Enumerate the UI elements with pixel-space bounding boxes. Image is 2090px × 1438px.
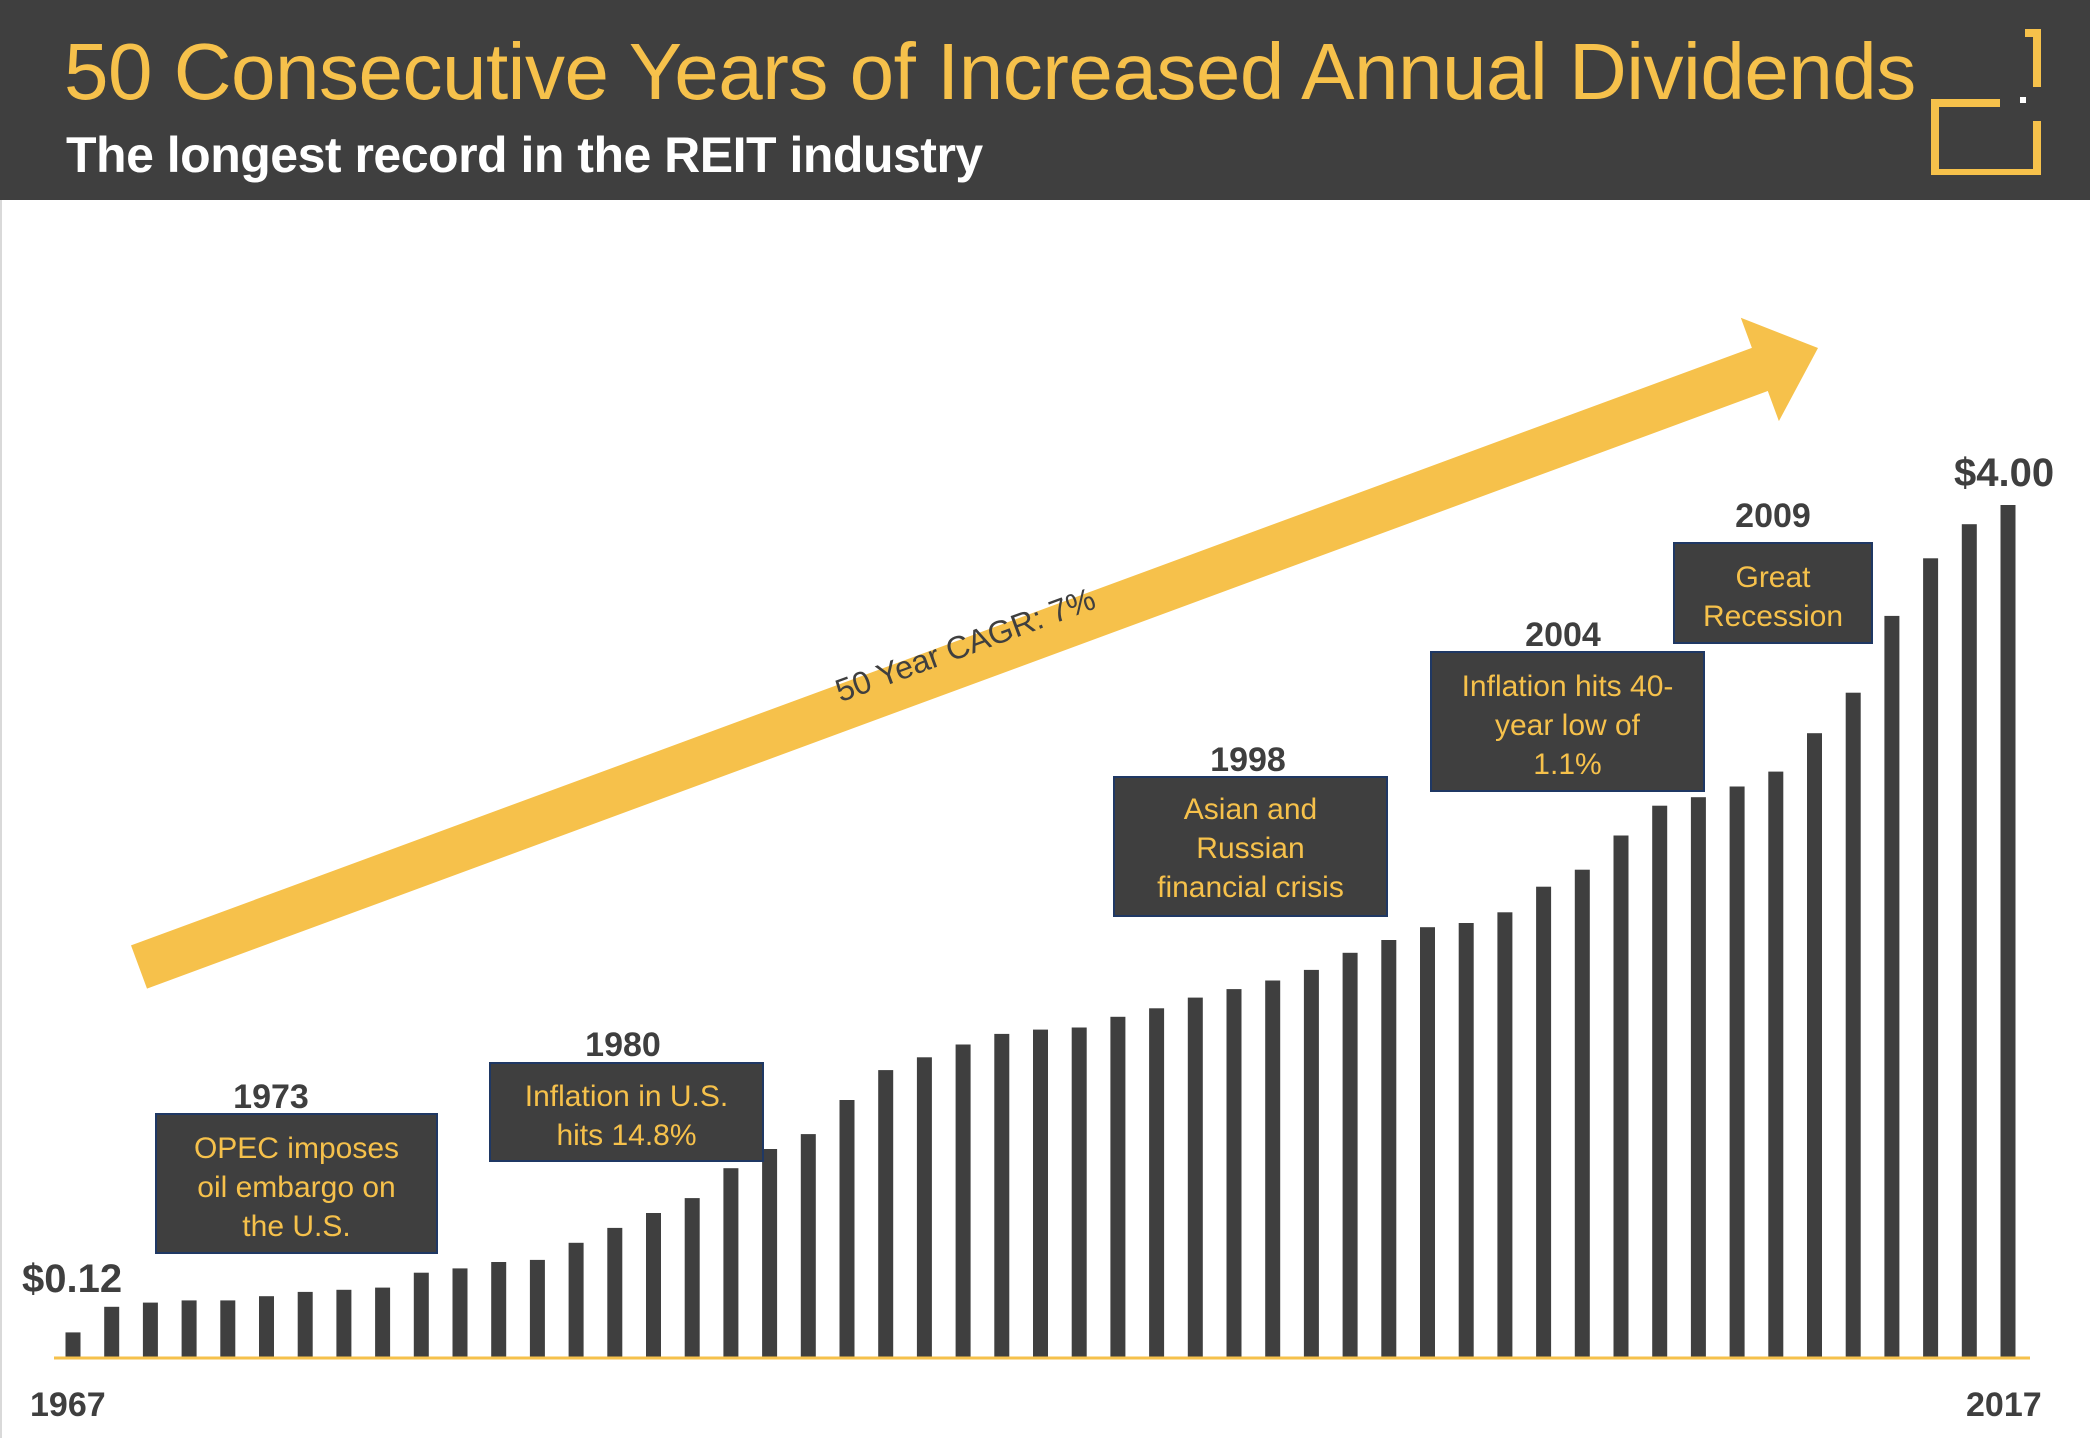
annotation-1998: 1998 Asian and Russian financial crisis bbox=[1113, 741, 1388, 917]
start-year-label: 1967 bbox=[30, 1386, 106, 1424]
bar-1992 bbox=[1033, 1029, 1048, 1358]
bar-1983 bbox=[684, 1198, 700, 1358]
bar-1982 bbox=[646, 1213, 661, 1358]
bar-2017 bbox=[2000, 505, 2016, 1358]
bar-2005 bbox=[1536, 886, 1552, 1358]
bar-2011 bbox=[1768, 771, 1784, 1358]
annotation-text-line: Great bbox=[1735, 561, 1811, 594]
bar-1977 bbox=[452, 1268, 468, 1358]
bar-1985 bbox=[762, 1149, 778, 1358]
annotation-box bbox=[489, 1062, 764, 1162]
bar-1979 bbox=[529, 1259, 545, 1358]
annotation-text-line: Asian and bbox=[1184, 793, 1317, 826]
bar-2004 bbox=[1497, 912, 1513, 1358]
bracket-logo-icon bbox=[1931, 29, 2041, 175]
annotation-year: 1973 bbox=[233, 1078, 309, 1116]
bar-2008 bbox=[1652, 805, 1668, 1358]
bar-1978 bbox=[491, 1262, 507, 1358]
bar-2013 bbox=[1845, 692, 1861, 1358]
annotation-2004: 2004 Inflation hits 40- year low of 1.1% bbox=[1430, 616, 1705, 792]
bar-1973 bbox=[297, 1291, 313, 1358]
bar-2003 bbox=[1458, 923, 1474, 1358]
bar-1988 bbox=[878, 1070, 894, 1358]
annotation-2009: 2009 Great Recession bbox=[1673, 497, 1873, 644]
bar-1995 bbox=[1149, 1008, 1165, 1358]
annotation-text-line: the U.S. bbox=[242, 1210, 350, 1243]
bar-1991 bbox=[994, 1033, 1010, 1358]
bar-1971 bbox=[220, 1300, 236, 1358]
bar-2007 bbox=[1613, 835, 1629, 1358]
annotation-text-line: Russian bbox=[1196, 832, 1304, 865]
annotation-text-line: hits 14.8% bbox=[556, 1119, 696, 1152]
bar-1970 bbox=[181, 1300, 197, 1358]
annotation-text-line: Inflation hits 40- bbox=[1462, 670, 1674, 703]
bar-1972 bbox=[259, 1296, 274, 1358]
bar-2006 bbox=[1574, 869, 1590, 1358]
bar-2001 bbox=[1381, 940, 1397, 1358]
bar-1994 bbox=[1110, 1016, 1126, 1358]
start-value-label: $0.12 bbox=[22, 1257, 122, 1301]
annotation-year: 1998 bbox=[1210, 741, 1286, 779]
bar-2002 bbox=[1420, 927, 1435, 1358]
bar-1975 bbox=[375, 1287, 391, 1358]
cagr-trend-arrow bbox=[131, 317, 1818, 989]
annotation-text-line: OPEC imposes bbox=[194, 1132, 399, 1165]
bar-2015 bbox=[1923, 558, 1939, 1358]
annotation-1973: 1973 OPEC imposes oil embargo on the U.S. bbox=[155, 1078, 438, 1254]
bar-2009 bbox=[1690, 797, 1706, 1358]
bar-1986 bbox=[800, 1134, 816, 1358]
bar-1993 bbox=[1071, 1027, 1087, 1358]
bar-2014 bbox=[1884, 615, 1900, 1358]
bar-1980 bbox=[568, 1242, 584, 1358]
header-bar: 50 Consecutive Years of Increased Annual… bbox=[0, 0, 2090, 200]
bar-1999 bbox=[1303, 969, 1319, 1358]
annotation-year: 2009 bbox=[1735, 497, 1811, 535]
bar-1967 bbox=[65, 1332, 81, 1358]
bar-1990 bbox=[955, 1044, 971, 1358]
annotation-box bbox=[1113, 776, 1388, 917]
bar-1987 bbox=[839, 1100, 855, 1358]
annotation-text-line: financial crisis bbox=[1157, 871, 1344, 904]
annotation-text-line: oil embargo on bbox=[197, 1171, 395, 1204]
annotation-box bbox=[155, 1113, 438, 1254]
bar-1996 bbox=[1187, 997, 1203, 1358]
annotation-year: 2004 bbox=[1525, 616, 1601, 654]
annotation-text-line: year low of bbox=[1495, 709, 1641, 742]
chart-area bbox=[0, 200, 2090, 1438]
annotation-text-line: Recession bbox=[1703, 600, 1843, 633]
bar-1989 bbox=[916, 1057, 932, 1358]
annotation-year: 1980 bbox=[585, 1026, 661, 1064]
bar-1984 bbox=[723, 1168, 739, 1358]
annotation-text-line: Inflation in U.S. bbox=[525, 1080, 728, 1113]
bar-1968 bbox=[104, 1306, 120, 1358]
annotation-1980: 1980 Inflation in U.S. hits 14.8% bbox=[489, 1026, 764, 1162]
bar-1981 bbox=[607, 1227, 623, 1358]
bar-1997 bbox=[1226, 989, 1242, 1358]
annotation-box bbox=[1673, 542, 1873, 644]
bar-2012 bbox=[1807, 733, 1822, 1358]
page-subtitle: The longest record in the REIT industry bbox=[66, 127, 983, 183]
bar-2010 bbox=[1729, 786, 1745, 1358]
annotation-text-line: 1.1% bbox=[1533, 748, 1601, 781]
bar-1976 bbox=[413, 1272, 429, 1358]
end-year-label: 2017 bbox=[1966, 1386, 2042, 1424]
end-value-label: $4.00 bbox=[1954, 451, 2054, 495]
annotation-box bbox=[1430, 651, 1705, 792]
bar-2016 bbox=[1961, 524, 1977, 1358]
bar-1998 bbox=[1265, 980, 1281, 1358]
bar-1974 bbox=[336, 1289, 352, 1358]
page-title: 50 Consecutive Years of Increased Annual… bbox=[64, 27, 1916, 116]
bar-2000 bbox=[1342, 952, 1358, 1358]
bar-1969 bbox=[142, 1302, 158, 1358]
